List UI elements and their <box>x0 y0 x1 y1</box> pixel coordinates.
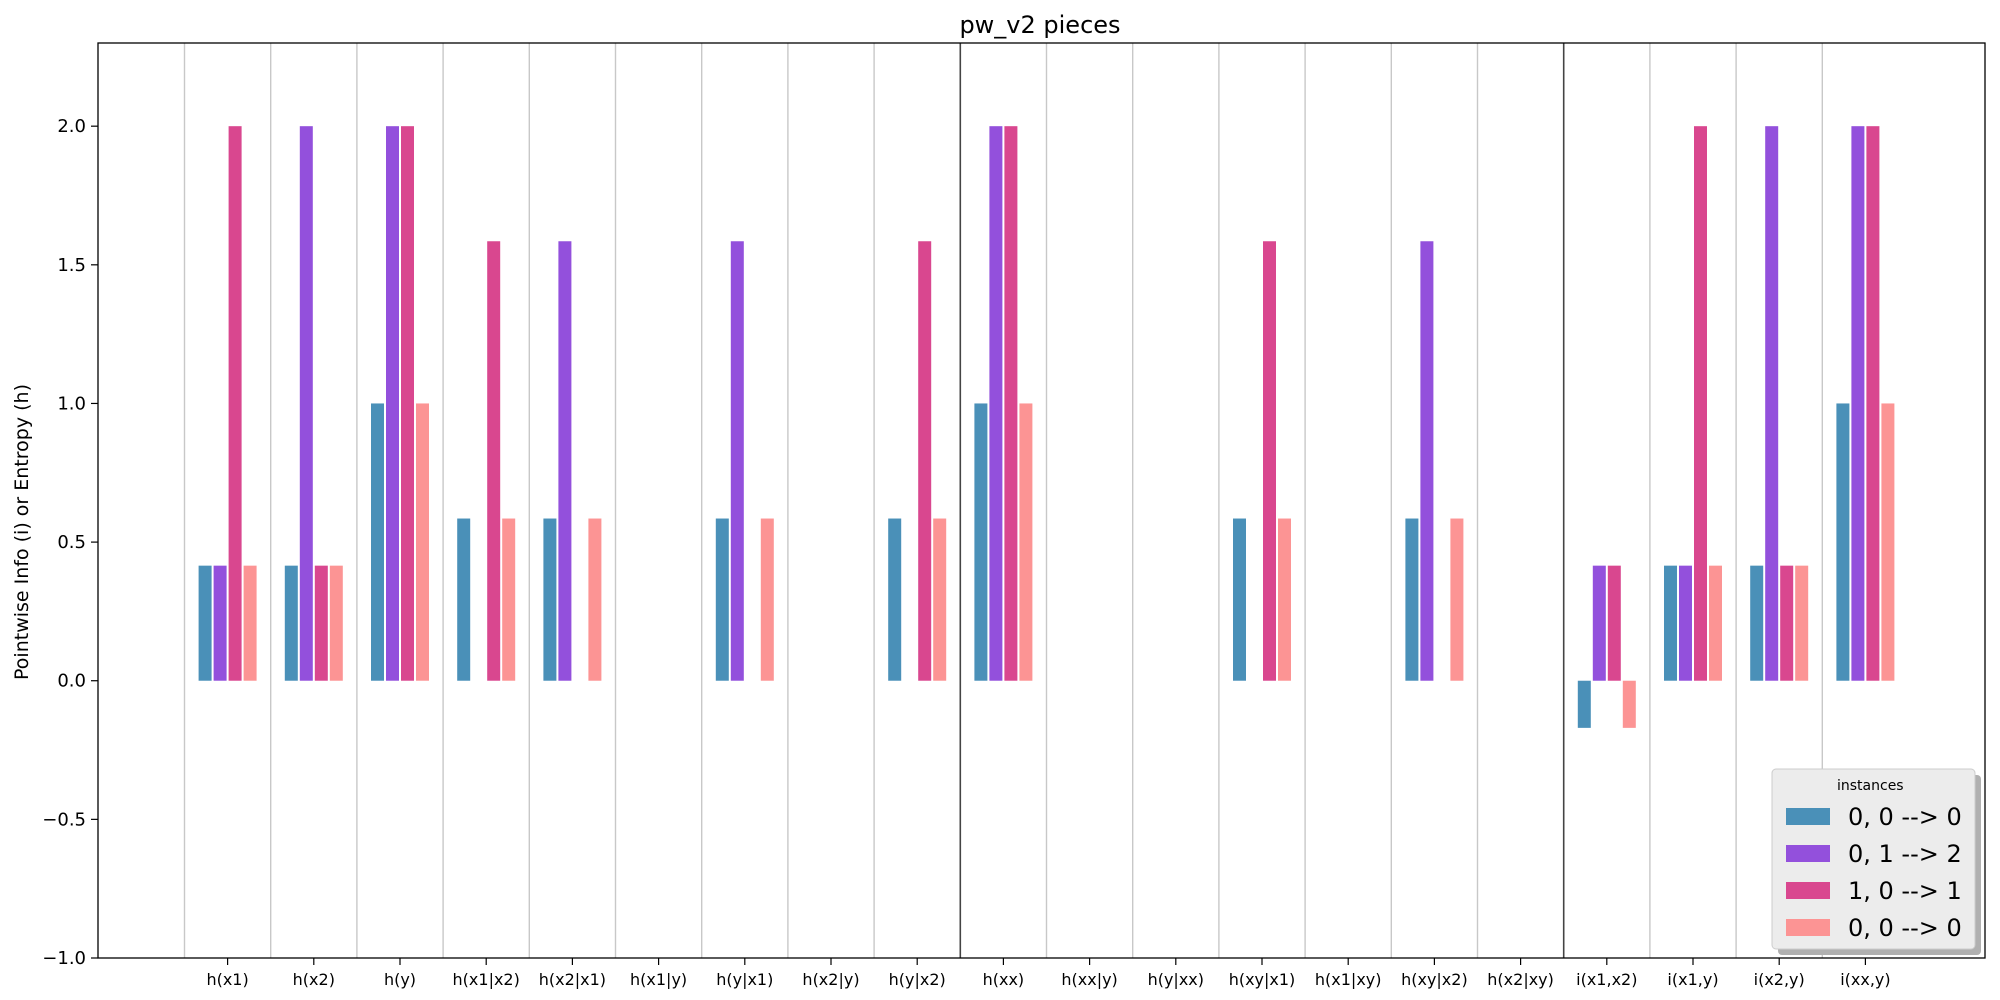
bar <box>1851 126 1865 681</box>
bar <box>715 518 729 681</box>
plot-frame <box>97 42 1986 959</box>
bar <box>588 518 602 681</box>
bar <box>243 565 257 681</box>
bar <box>1836 403 1850 681</box>
bar <box>228 126 242 681</box>
legend: instances 0, 0 --> 0 0, 1 --> 2 1, 0 --> 1… <box>1771 768 1981 955</box>
x-tick-label: h(x1|x2) <box>453 970 520 989</box>
legend-title: instances <box>1837 778 1904 794</box>
x-tick-label: i(xx,y) <box>1840 970 1890 989</box>
bar <box>314 565 328 681</box>
bar <box>1750 565 1764 681</box>
x-tick-label: h(x2|y) <box>802 970 859 989</box>
bar <box>401 126 414 681</box>
legend-entry-label: 0, 0 --> 0 <box>1848 914 1962 942</box>
bar <box>918 241 932 681</box>
x-tick-label: i(x1,y) <box>1667 970 1718 989</box>
legend-entry-label: 0, 0 --> 0 <box>1848 803 1962 831</box>
x-tick-label: i(x2,y) <box>1754 970 1805 989</box>
bar <box>1592 565 1606 681</box>
legend-swatch <box>1786 808 1830 825</box>
x-tick-label: h(x1) <box>206 970 248 989</box>
y-tick-label: 0.5 <box>57 532 86 553</box>
x-tick-label: h(xx) <box>983 970 1025 989</box>
x-tick-label: h(xy|x1) <box>1229 970 1296 989</box>
x-tick-label: h(x1|xy) <box>1315 970 1382 989</box>
bar <box>989 126 1003 681</box>
bar <box>487 241 501 681</box>
x-tick-label: h(x1|y) <box>630 970 687 989</box>
y-tick-label: −1.0 <box>42 948 86 969</box>
bar <box>284 565 298 681</box>
bar <box>933 518 947 681</box>
x-tick-label: h(x2) <box>293 970 335 989</box>
y-tick-label: 1.0 <box>57 393 86 414</box>
bar <box>760 518 774 681</box>
bar <box>1679 565 1692 681</box>
bar <box>1664 565 1677 681</box>
bar <box>213 565 227 681</box>
legend-swatch <box>1786 845 1830 862</box>
bar <box>198 565 212 681</box>
chart-title: pw_v2 pieces <box>959 11 1120 39</box>
bar <box>1881 403 1895 681</box>
bar <box>1866 126 1880 681</box>
y-tick-label: 1.5 <box>57 255 86 276</box>
y-tick-label: −0.5 <box>42 809 86 830</box>
y-tick-label: 0.0 <box>57 671 86 692</box>
bar <box>386 126 399 681</box>
bar <box>416 403 429 681</box>
bar <box>1709 565 1722 681</box>
bar <box>1263 241 1276 681</box>
x-tick-label: h(x2|xy) <box>1487 970 1554 989</box>
bar <box>371 403 384 681</box>
y-tick-label: 2.0 <box>57 116 86 137</box>
bar <box>558 241 572 681</box>
bar <box>1420 241 1434 681</box>
bar <box>543 518 557 681</box>
x-tick-label: h(y|x1) <box>716 970 773 989</box>
bar <box>888 518 902 681</box>
bar <box>502 518 516 681</box>
legend-swatch <box>1786 919 1830 936</box>
x-tick-label: h(x2|x1) <box>539 970 606 989</box>
x-tick-label: i(x1,x2) <box>1576 970 1637 989</box>
x-tick-label: h(y|x2) <box>889 970 946 989</box>
bar <box>329 565 343 681</box>
legend-swatch <box>1786 882 1830 899</box>
bar <box>1577 680 1591 728</box>
bar <box>1233 518 1246 681</box>
bar <box>299 126 313 681</box>
x-tick-label: h(y) <box>384 970 416 989</box>
x-tick-label: h(y|xx) <box>1148 970 1204 989</box>
bar <box>1622 680 1636 728</box>
y-axis-label: Pointwise Info (i) or Entropy (h) <box>11 384 33 680</box>
bar <box>974 403 988 681</box>
bar <box>1450 518 1464 681</box>
bar <box>1795 565 1809 681</box>
bar <box>1405 518 1419 681</box>
x-tick-label: h(xx|y) <box>1061 970 1117 989</box>
bar <box>1765 126 1779 681</box>
bar <box>1019 403 1033 681</box>
bar <box>1004 126 1018 681</box>
legend-entry-label: 1, 0 --> 1 <box>1848 877 1962 905</box>
bar <box>1694 126 1707 681</box>
legend-entry-label: 0, 1 --> 2 <box>1848 840 1962 868</box>
bar <box>1780 565 1794 681</box>
bar <box>457 518 471 681</box>
bar <box>1278 518 1291 681</box>
bar <box>1607 565 1621 681</box>
bar <box>730 241 744 681</box>
x-tick-label: h(xy|x2) <box>1401 970 1468 989</box>
